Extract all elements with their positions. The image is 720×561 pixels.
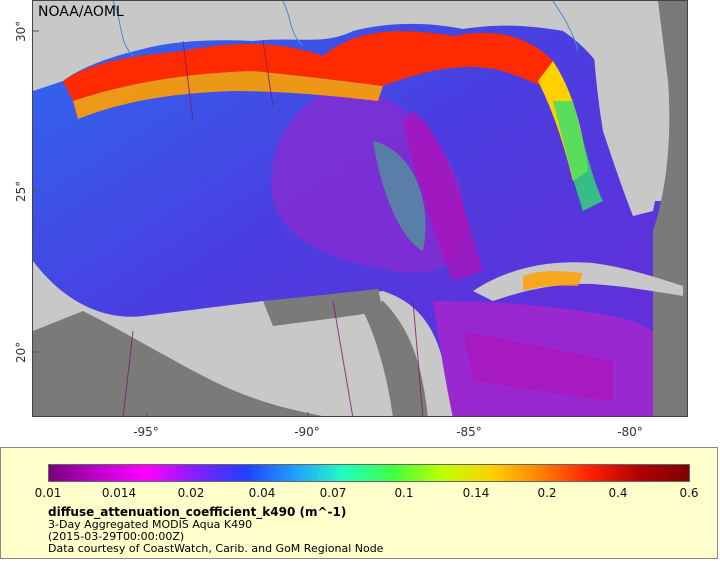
colorbar-tick: 0.2 [537, 486, 557, 500]
colorbar-tick: 0.04 [248, 486, 276, 500]
legend-courtesy: Data courtesy of CoastWatch, Carib. and … [48, 542, 384, 555]
lon-tick-95: -95° [133, 425, 159, 439]
lon-tick-90: -90° [294, 425, 320, 439]
colorbar-tick: 0.6 [679, 486, 699, 500]
colorbar-tick: 0.014 [101, 486, 137, 500]
colorbar-tick: 0.01 [34, 486, 62, 500]
credit-label: NOAA/AOML [38, 4, 124, 20]
colorbar-tick: 0.07 [319, 486, 347, 500]
lat-tick-30: 30° [14, 20, 28, 42]
legend-variable-title: diffuse_attenuation_coefficient_k490 (m^… [48, 505, 347, 519]
legend-product: 3-Day Aggregated MODIS Aqua K490 [48, 518, 253, 531]
lat-tick-25: 25° [14, 180, 28, 202]
lon-tick-85: -85° [456, 425, 482, 439]
gulf-map-graphic [33, 1, 687, 416]
colorbar-tick: 0.02 [177, 486, 205, 500]
colorbar-tick: 0.4 [608, 486, 628, 500]
colorbar [48, 464, 690, 482]
legend-time: (2015-03-29T00:00:00Z) [48, 530, 185, 543]
lon-tick-80: -80° [617, 425, 643, 439]
colorbar-tick: 0.14 [462, 486, 490, 500]
lat-tick-20: 20° [14, 341, 28, 363]
legend-panel: 0.01 0.014 0.02 0.04 0.07 0.1 0.14 0.2 0… [0, 447, 718, 559]
colorbar-tick: 0.1 [394, 486, 414, 500]
map-panel: NOAA/AOML [32, 0, 688, 417]
